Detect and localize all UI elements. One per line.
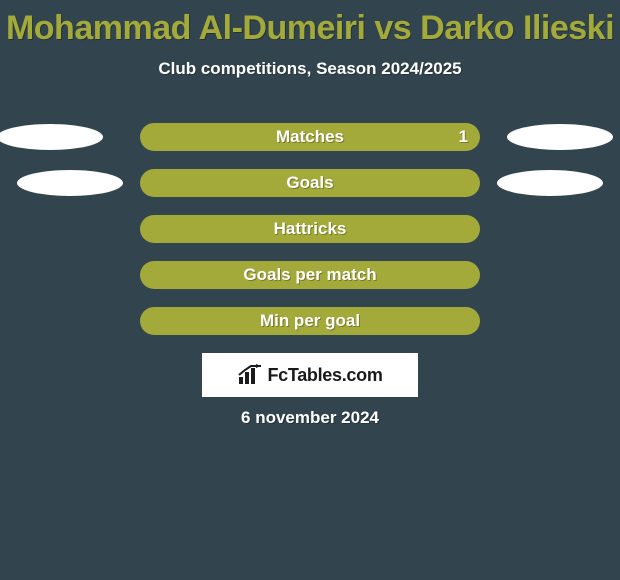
stat-bar: Matches1 [140, 123, 480, 151]
stat-bar: Min per goal [140, 307, 480, 335]
stat-bar: Goals per match [140, 261, 480, 289]
stat-bar-label: Hattricks [140, 215, 480, 243]
logo-inner: FcTables.com [237, 364, 382, 386]
stat-ellipse-right [497, 170, 603, 196]
stat-bar-label: Matches [140, 123, 480, 151]
stat-bar-label: Goals [140, 169, 480, 197]
stats-container: Matches1 Goals Hattricks Goals per match Min… [0, 115, 620, 345]
stat-ellipse-left [17, 170, 123, 196]
logo-text: FcTables.com [267, 365, 382, 386]
date-label: 6 november 2024 [0, 408, 620, 428]
bar-chart-icon [237, 364, 263, 386]
stat-row: Goals per match [0, 253, 620, 299]
comparison-panel: Mohammad Al-Dumeiri vs Darko Ilieski Clu… [0, 0, 620, 440]
stat-bar-label: Goals per match [140, 261, 480, 289]
stat-bar-label: Min per goal [140, 307, 480, 335]
stat-ellipse-left [0, 124, 103, 150]
source-logo: FcTables.com [202, 353, 418, 397]
stat-row: Matches1 [0, 115, 620, 161]
stat-bar: Goals [140, 169, 480, 197]
stat-bar: Hattricks [140, 215, 480, 243]
page-title: Mohammad Al-Dumeiri vs Darko Ilieski [0, 0, 620, 48]
stat-bar-right-value: 1 [459, 123, 468, 151]
stat-ellipse-right [507, 124, 613, 150]
stat-row: Hattricks [0, 207, 620, 253]
page-subtitle: Club competitions, Season 2024/2025 [0, 59, 620, 79]
stat-row: Goals [0, 161, 620, 207]
stat-row: Min per goal [0, 299, 620, 345]
